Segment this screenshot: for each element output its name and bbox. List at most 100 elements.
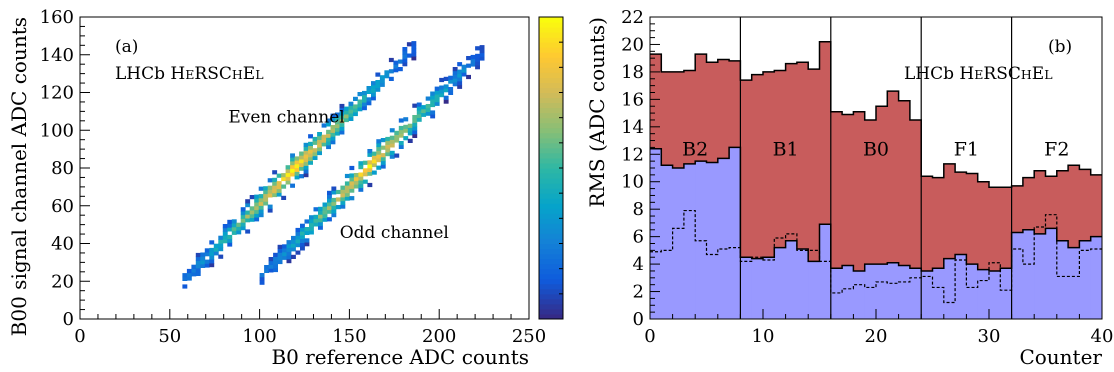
heatmap-cell (240, 214, 246, 219)
heatmap-cell (402, 47, 408, 52)
heatmap-cell (209, 240, 215, 245)
colorbar-segment (539, 17, 563, 23)
red-bar (966, 173, 979, 319)
colorbar-segment (539, 173, 563, 179)
heatmap-cell (452, 78, 458, 83)
heatmap-cell (195, 271, 201, 276)
heatmap-cell (388, 69, 394, 74)
heatmap-cell (349, 177, 355, 182)
heatmap-cell (371, 88, 376, 93)
heatmap-cell (375, 72, 381, 77)
blue-bar (943, 258, 956, 319)
colorbar-segment (539, 77, 563, 83)
heatmap-cell (304, 230, 310, 235)
heatmap-cell (195, 260, 201, 265)
heatmap-cell (277, 252, 283, 257)
heatmap-cell (430, 110, 436, 115)
heatmap-cell (375, 80, 381, 85)
heatmap-cell (335, 116, 340, 121)
heatmap-cell (421, 108, 427, 114)
heatmap-cell (322, 210, 328, 215)
heatmap-cell (267, 204, 273, 209)
heatmap-cell (276, 181, 282, 186)
heatmap-cell (322, 213, 328, 219)
blue-bar (808, 261, 820, 319)
red-bar (751, 74, 764, 320)
heatmap-cell (326, 122, 331, 127)
heatmap-cell (407, 138, 413, 143)
red-bar (921, 176, 933, 319)
heatmap-cell (317, 139, 322, 144)
heatmap-cell (367, 164, 373, 169)
heatmap-cell (286, 240, 292, 245)
heatmap-cell (439, 85, 445, 90)
blue-bar (695, 161, 707, 319)
heatmap-cell (434, 98, 440, 103)
heatmap-cell (371, 84, 376, 90)
y-tick-label-a: 120 (40, 83, 74, 104)
heatmap-cell (312, 140, 318, 145)
heatmap-cell (240, 222, 246, 227)
heatmap-cell (276, 188, 282, 193)
colorbar-segment (539, 87, 563, 93)
heatmap-cell (231, 219, 237, 224)
heatmap-cell (322, 202, 328, 207)
red-bar (819, 41, 832, 319)
heatmap-cell (204, 248, 210, 253)
heatmap-cell (258, 205, 264, 210)
blue-bar (672, 168, 685, 319)
heatmap-cell (439, 93, 445, 98)
heatmap-cell (425, 104, 431, 109)
y-tick-label-b: 6 (633, 227, 644, 248)
blue-bar (1011, 232, 1024, 319)
heatmap-cell (281, 173, 287, 178)
heatmap-cell (299, 166, 304, 171)
heatmap-cell (327, 209, 332, 214)
heatmap-cell (358, 172, 364, 177)
color-scale-bar (538, 16, 564, 320)
heatmap-cell (335, 205, 341, 210)
rms-histogram-panel: B2 B1 B0 F1 F2 0 10 20 30 400246810121416182022 … (621, 7, 1113, 369)
heatmap-cell (403, 128, 409, 133)
colorbar-segment (539, 27, 563, 33)
colorbar-segment (539, 293, 563, 300)
heatmap-cell (416, 113, 422, 118)
station-dividers (739, 17, 1013, 319)
x-tick-label-a: 250 (512, 326, 546, 347)
heatmap-cell (313, 207, 319, 212)
y-tick-label-b: 14 (621, 117, 644, 138)
heatmap-cell (403, 124, 409, 129)
y-tick-label-a: 60 (51, 196, 74, 217)
heatmap-cell (263, 193, 269, 198)
heatmap-cell (195, 256, 201, 261)
heatmap-cell (397, 67, 403, 72)
colorbar-segment (539, 102, 563, 109)
colorbar-segment (539, 263, 563, 270)
colorbar-segment (539, 178, 563, 184)
heatmap-cell (236, 226, 242, 231)
station-label: B1 (773, 139, 799, 161)
heatmap-cell (344, 106, 349, 111)
heatmap-cell (249, 213, 255, 219)
colorbar-segment (539, 52, 563, 58)
heatmap-cell (411, 56, 417, 61)
heatmap-cell (254, 198, 260, 203)
heatmap-cell (204, 252, 210, 257)
heatmap-cell (258, 197, 264, 203)
colorbar-segment (539, 152, 563, 159)
blue-series-outline (650, 146, 1102, 272)
heatmap-cell (299, 162, 304, 167)
heatmap-cell (312, 155, 318, 160)
y-tick-label-b: 0 (633, 309, 644, 330)
heatmap-cell (258, 186, 264, 191)
heatmap-cell (349, 196, 355, 201)
heatmap-cell (443, 84, 449, 89)
histogram-axes: 0 10 20 30 40 0 2 4 6 8 10 12 14 16 18 20 22 (621, 7, 1113, 347)
heatmap-cell (349, 181, 355, 186)
heatmap-cell (236, 222, 242, 227)
heatmap-cell (457, 73, 463, 78)
heatmap-cell (340, 189, 346, 194)
heatmap-cell (312, 152, 318, 157)
heatmap-cell (416, 106, 422, 111)
heatmap-cell (384, 74, 390, 79)
